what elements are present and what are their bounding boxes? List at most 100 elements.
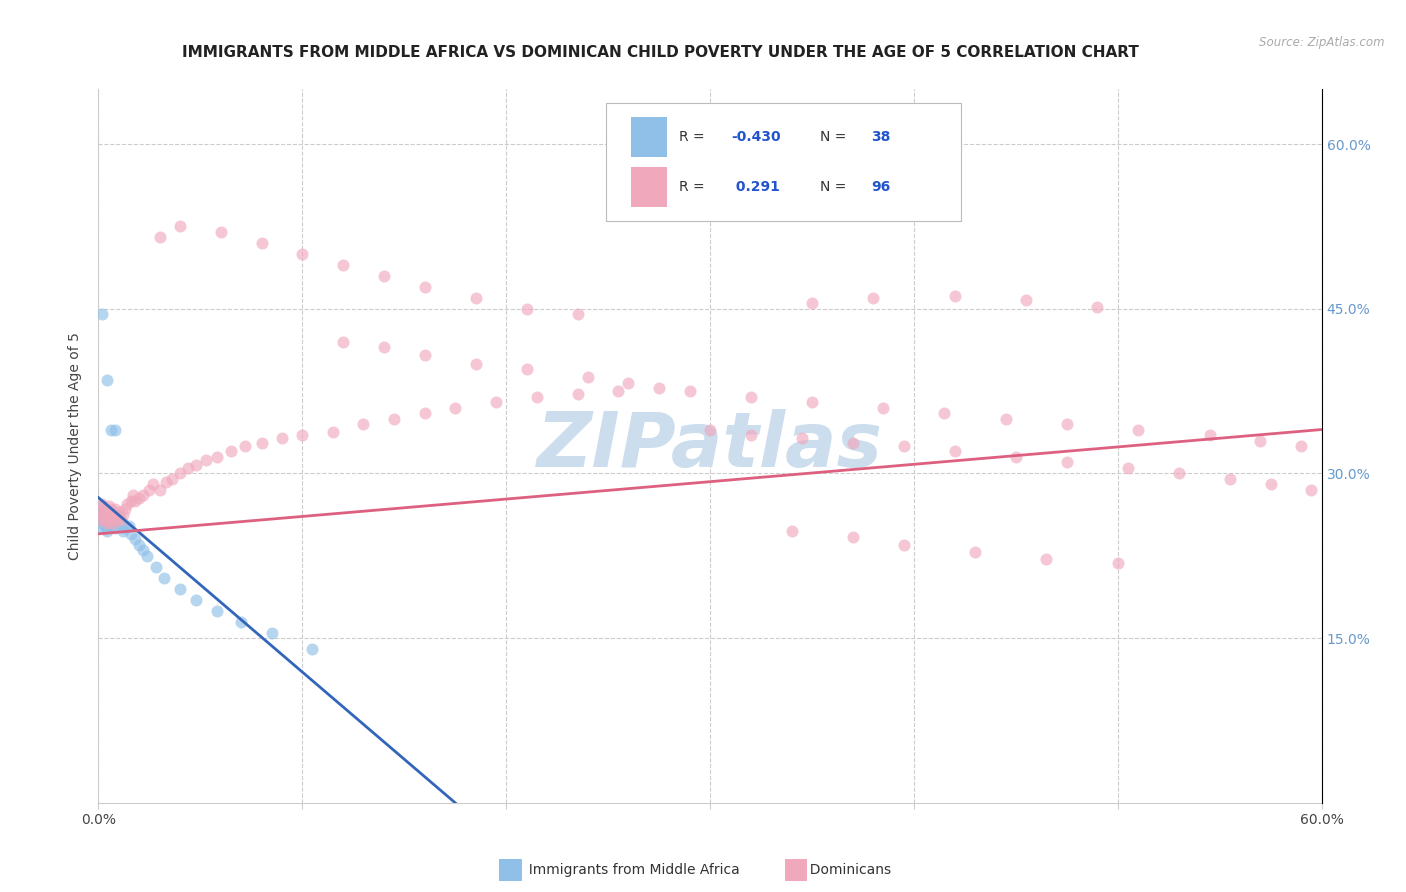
Point <box>97 516 120 531</box>
Point <box>114 521 136 535</box>
Point <box>105 508 128 523</box>
Point <box>115 497 138 511</box>
Point <box>444 401 467 415</box>
Point <box>96 505 118 519</box>
Point <box>160 472 183 486</box>
Point <box>111 524 134 538</box>
Point <box>841 530 863 544</box>
Point <box>617 376 640 391</box>
Point <box>790 431 813 445</box>
Point <box>1291 439 1313 453</box>
Point <box>100 508 122 523</box>
Point <box>1128 423 1150 437</box>
Text: Source: ZipAtlas.com: Source: ZipAtlas.com <box>1260 36 1385 49</box>
Point <box>128 538 150 552</box>
Point <box>567 307 589 321</box>
Point <box>413 406 436 420</box>
Text: Dominicans: Dominicans <box>801 863 891 877</box>
Point <box>100 501 122 516</box>
Point <box>169 582 191 596</box>
Text: 96: 96 <box>872 180 891 194</box>
Point <box>186 592 208 607</box>
Point <box>780 524 803 538</box>
Point <box>100 423 122 437</box>
Point <box>205 604 228 618</box>
Point <box>413 348 436 362</box>
Point <box>699 423 721 437</box>
Point <box>1249 434 1271 448</box>
Point <box>110 519 132 533</box>
Point <box>862 291 884 305</box>
Point <box>97 500 120 514</box>
Point <box>373 268 395 283</box>
Text: 38: 38 <box>872 130 891 144</box>
Point <box>382 411 405 425</box>
Point <box>205 450 228 464</box>
Point <box>110 512 132 526</box>
Point <box>91 508 114 523</box>
Text: R =: R = <box>679 130 710 144</box>
Point <box>96 516 118 530</box>
Point <box>93 512 115 526</box>
Point <box>128 491 150 505</box>
Point <box>93 501 115 516</box>
Point <box>136 549 159 563</box>
Point <box>91 497 114 511</box>
Point <box>100 512 122 526</box>
Point <box>97 510 120 524</box>
Text: N =: N = <box>820 130 851 144</box>
Point <box>1167 467 1189 481</box>
Point <box>893 439 915 453</box>
Point <box>841 435 863 450</box>
Point <box>332 258 354 272</box>
Point <box>893 538 915 552</box>
Point <box>93 519 115 533</box>
Point <box>1004 450 1026 464</box>
Point <box>301 642 323 657</box>
Point <box>1015 293 1038 307</box>
Point <box>89 510 111 524</box>
Point <box>1085 300 1108 314</box>
Point <box>250 235 273 250</box>
Text: Immigrants from Middle Africa: Immigrants from Middle Africa <box>520 863 740 877</box>
Point <box>1301 483 1323 497</box>
Point <box>231 615 253 629</box>
Point <box>122 488 145 502</box>
Point <box>93 512 115 526</box>
Point <box>169 467 191 481</box>
Point <box>322 425 344 439</box>
FancyBboxPatch shape <box>630 168 668 207</box>
Point <box>464 357 486 371</box>
Point <box>169 219 191 234</box>
Point <box>111 508 134 523</box>
Point <box>994 411 1017 425</box>
Point <box>104 501 127 516</box>
Point <box>801 296 824 310</box>
Point <box>120 494 142 508</box>
Point <box>516 362 538 376</box>
Point <box>96 524 118 538</box>
Point <box>132 488 155 502</box>
Point <box>1056 417 1078 431</box>
Point <box>219 444 242 458</box>
Point <box>648 381 671 395</box>
Point <box>89 505 111 519</box>
Point <box>1056 455 1078 469</box>
Point <box>965 545 987 559</box>
Point <box>195 453 218 467</box>
Point <box>934 406 956 420</box>
Point <box>108 508 131 523</box>
Point <box>91 307 114 321</box>
Point <box>250 435 273 450</box>
Point <box>516 301 538 316</box>
Point <box>291 247 314 261</box>
Point <box>152 571 174 585</box>
Point <box>233 439 256 453</box>
Point <box>108 505 131 519</box>
Point <box>943 444 966 458</box>
Point <box>1035 552 1057 566</box>
FancyBboxPatch shape <box>606 103 960 221</box>
Point <box>740 390 762 404</box>
Point <box>105 512 128 526</box>
Point <box>149 483 172 497</box>
